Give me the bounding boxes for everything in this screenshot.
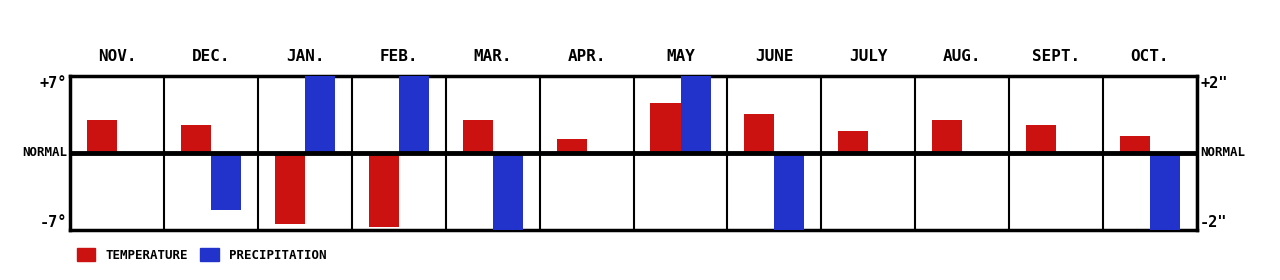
Bar: [87, 120, 118, 153]
Bar: [211, 153, 241, 210]
Text: NORMAL: NORMAL: [1201, 146, 1245, 159]
Bar: [275, 153, 305, 224]
Bar: [182, 125, 211, 153]
Bar: [1120, 136, 1149, 153]
Bar: [745, 114, 774, 153]
Text: -7°: -7°: [40, 214, 67, 230]
Bar: [1149, 153, 1180, 280]
Legend: TEMPERATURE, PRECIPITATION: TEMPERATURE, PRECIPITATION: [77, 248, 326, 262]
Bar: [774, 153, 804, 280]
Bar: [681, 0, 710, 153]
Bar: [557, 139, 586, 153]
Bar: [493, 153, 522, 280]
Bar: [650, 103, 681, 153]
Text: +2": +2": [1201, 76, 1228, 91]
Bar: [369, 153, 399, 227]
Text: NORMAL: NORMAL: [22, 146, 67, 159]
Bar: [838, 130, 868, 153]
Bar: [463, 120, 493, 153]
Text: +7°: +7°: [40, 76, 67, 91]
Bar: [932, 120, 963, 153]
Bar: [305, 0, 335, 153]
Text: -2": -2": [1201, 214, 1228, 230]
Bar: [399, 76, 429, 153]
Bar: [1027, 125, 1056, 153]
